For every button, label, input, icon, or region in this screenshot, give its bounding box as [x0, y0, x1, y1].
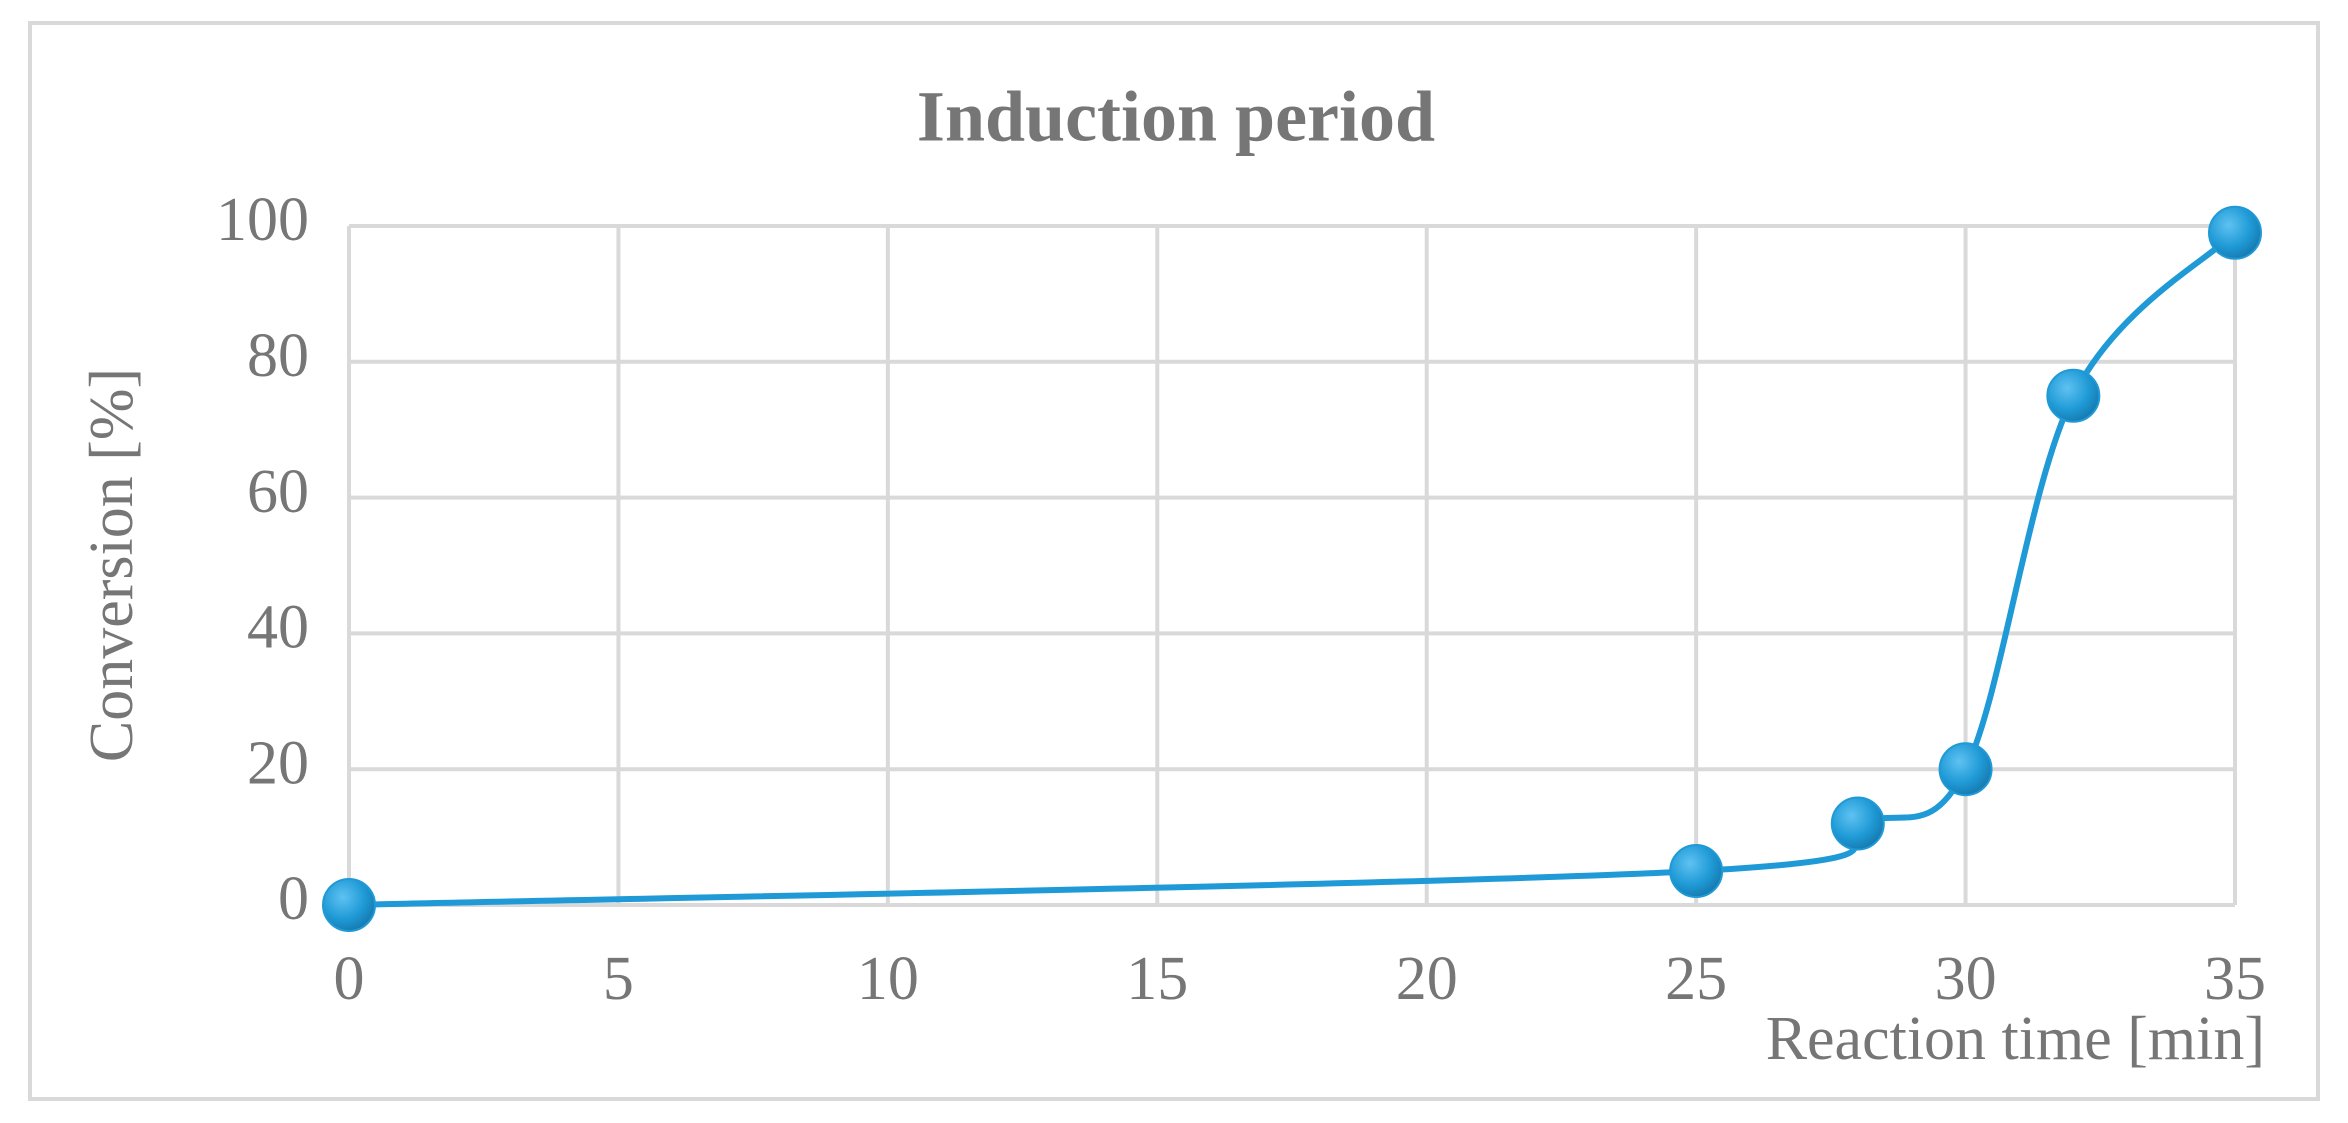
y-tick-label: 20: [247, 729, 309, 797]
x-axis-label: Reaction time [min]: [1766, 1005, 2265, 1073]
x-tick-label: 0: [334, 945, 365, 1013]
x-tick-label: 25: [1665, 945, 1727, 1013]
x-tick-label: 35: [2204, 945, 2266, 1013]
y-tick-label: 100: [216, 186, 309, 254]
chart-title: Induction period: [917, 77, 1435, 157]
y-axis-label: Conversion [%]: [78, 368, 146, 762]
x-tick-label: 30: [1935, 945, 1997, 1013]
x-tick-label: 15: [1126, 945, 1188, 1013]
x-tick-label: 20: [1396, 945, 1458, 1013]
data-point: [322, 878, 376, 932]
data-point: [2208, 205, 2262, 260]
data-point: [1830, 796, 1885, 851]
chart-border: [28, 21, 2320, 1101]
y-tick-label: 60: [247, 458, 309, 526]
x-tick-label: 10: [857, 945, 919, 1013]
y-tick-label: 0: [278, 865, 309, 933]
x-tick-label: 5: [603, 945, 634, 1013]
data-point: [1938, 742, 1993, 797]
data-point: [2046, 368, 2101, 423]
y-tick-label: 40: [247, 594, 309, 662]
y-tick-label: 80: [247, 322, 309, 390]
data-point: [1669, 844, 1724, 899]
